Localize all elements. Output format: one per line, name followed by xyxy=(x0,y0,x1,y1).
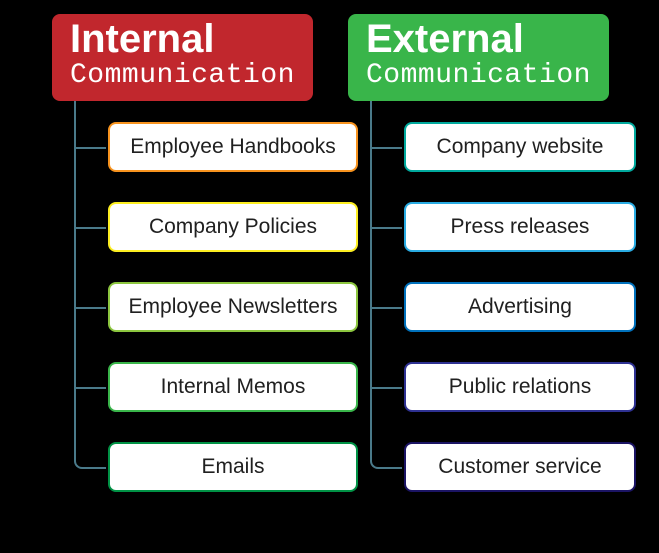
connector-branch xyxy=(370,387,402,389)
column-external: ExternalCommunicationCompany websitePres… xyxy=(348,14,609,101)
internal-item: Company Policies xyxy=(108,202,358,252)
internal-title: Internal xyxy=(70,18,295,60)
connector-elbow xyxy=(74,457,106,469)
internal-item: Employee Handbooks xyxy=(108,122,358,172)
connector-spine xyxy=(74,101,76,457)
external-header: ExternalCommunication xyxy=(348,14,609,101)
external-item: Company website xyxy=(404,122,636,172)
internal-subtitle: Communication xyxy=(70,60,295,91)
external-item: Public relations xyxy=(404,362,636,412)
external-item: Press releases xyxy=(404,202,636,252)
connector-branch xyxy=(74,307,106,309)
connector-branch xyxy=(74,387,106,389)
internal-item: Emails xyxy=(108,442,358,492)
external-item: Advertising xyxy=(404,282,636,332)
external-title: External xyxy=(366,18,591,60)
internal-item: Employee Newsletters xyxy=(108,282,358,332)
internal-header: InternalCommunication xyxy=(52,14,313,101)
external-item: Customer service xyxy=(404,442,636,492)
connector-branch xyxy=(370,227,402,229)
internal-item: Internal Memos xyxy=(108,362,358,412)
external-subtitle: Communication xyxy=(366,60,591,91)
connector-branch xyxy=(74,147,106,149)
connector-elbow xyxy=(370,457,402,469)
column-internal: InternalCommunicationEmployee HandbooksC… xyxy=(52,14,313,101)
connector-branch xyxy=(370,307,402,309)
connector-branch xyxy=(74,227,106,229)
connector-spine xyxy=(370,101,372,457)
connector-branch xyxy=(370,147,402,149)
